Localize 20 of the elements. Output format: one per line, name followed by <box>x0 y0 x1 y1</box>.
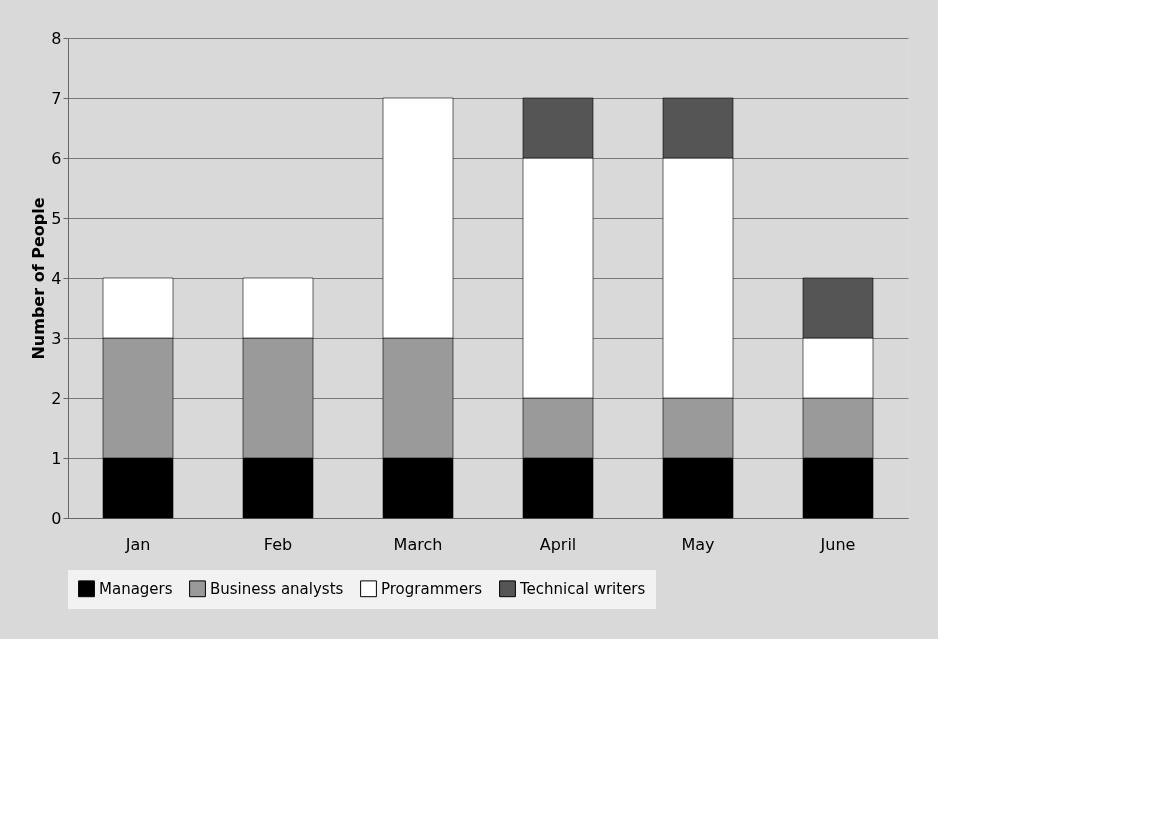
x-tick-label: June <box>819 534 856 554</box>
y-tick-label: 0 <box>51 508 62 528</box>
legend-label: Programmers <box>381 579 483 598</box>
y-tick-label: 2 <box>51 388 62 408</box>
x-tick-label: April <box>539 534 577 554</box>
y-axis-title: Number of People <box>29 197 49 360</box>
x-tick-label: March <box>393 534 443 554</box>
y-tick-label: 3 <box>51 328 62 348</box>
x-tick-label: May <box>681 534 715 554</box>
y-tick-label: 6 <box>51 148 62 168</box>
y-tick-label: 5 <box>51 208 62 228</box>
y-tick-label: 7 <box>51 88 62 108</box>
legend-label: Business analysts <box>210 579 344 598</box>
legend-label: Technical writers <box>519 579 646 598</box>
x-tick-label: Jan <box>124 534 151 554</box>
y-tick-label: 8 <box>51 28 62 48</box>
legend-label: Managers <box>99 579 173 598</box>
y-tick-label: 4 <box>51 268 62 288</box>
y-tick-label: 1 <box>51 448 62 468</box>
x-tick-label: Feb <box>263 534 293 554</box>
